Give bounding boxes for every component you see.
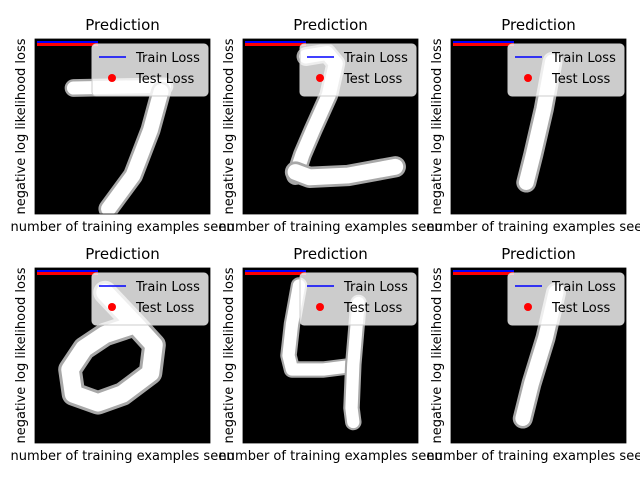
test-loss-trace [245,41,306,46]
legend: Train Loss Test Loss [299,272,417,326]
legend-label: Train Loss [551,51,616,66]
legend-dot-icon [524,303,532,311]
test-loss-trace [245,270,306,275]
subplot-3: Train Loss Test Loss Prediction negative lo… [427,16,640,235]
digit-stroke [345,296,365,429]
digit-strokes [280,277,367,431]
y-axis-label: negative log likelihood loss [14,38,29,214]
y-axis-label: negative log likelihood loss [14,267,29,443]
legend-dot-icon [316,74,324,82]
digit-strokes [58,280,166,415]
test-loss-trace [453,270,514,275]
x-axis-label: number of training examples seen [219,449,443,464]
axes-frame [242,267,419,444]
subplot-1: Train Loss Test Loss Prediction negative lo… [11,16,235,235]
y-axis-label: negative log likelihood loss [222,38,237,214]
legend-label: Test Loss [343,72,402,87]
legend: Train Loss Test Loss [507,272,625,326]
legend-label: Test Loss [135,301,194,316]
y-axis-label: negative log likelihood loss [430,38,445,214]
legend-label: Test Loss [343,301,402,316]
digit-stroke [61,283,163,412]
axes-frame [34,267,211,444]
legend-label: Train Loss [135,51,200,66]
y-axis-label: negative log likelihood loss [222,267,237,443]
x-axis-label: number of training examples seen [427,449,640,464]
legend-dot-icon [316,303,324,311]
legend: Train Loss Test Loss [91,43,209,97]
legend-label: Test Loss [551,72,610,87]
legend: Train Loss Test Loss [91,272,209,326]
subplot-title: Prediction [85,16,160,34]
legend-label: Test Loss [551,301,610,316]
legend-dot-icon [108,303,116,311]
x-axis-label: number of training examples seen [11,220,235,235]
test-loss-trace [37,270,98,275]
legend-label: Train Loss [551,280,616,295]
subplot-4: Train Loss Test Loss Prediction negative lo… [11,245,235,464]
legend-dot-icon [108,74,116,82]
subplot-title: Prediction [293,245,368,263]
legend: Train Loss Test Loss [299,43,417,97]
test-loss-trace [37,41,98,46]
x-axis-label: number of training examples seen [427,220,640,235]
legend: Train Loss Test Loss [507,43,625,97]
y-axis-label: negative log likelihood loss [430,267,445,443]
legend-label: Train Loss [343,51,408,66]
legend-label: Train Loss [135,280,200,295]
legend-label: Test Loss [135,72,194,87]
axes-frame [34,38,211,215]
subplot-5: Train Loss Test Loss Prediction negative lo… [219,245,443,464]
subplot-title: Prediction [501,16,576,34]
legend-dot-icon [524,74,532,82]
subplot-title: Prediction [293,16,368,34]
legend-label: Train Loss [343,280,408,295]
subplot-2: Train Loss Test Loss Prediction negative lo… [219,16,443,235]
digit-stroke [287,158,404,186]
subplot-title: Prediction [501,245,576,263]
axes-frame [450,267,627,444]
axes-frame [450,38,627,215]
test-loss-trace [453,41,514,46]
digit-stroke [282,279,358,376]
axes-frame [242,38,419,215]
subplot-6: Train Loss Test Loss Prediction negative lo… [427,245,640,464]
x-axis-label: number of training examples seen [11,449,235,464]
subplot-title: Prediction [85,245,160,263]
x-axis-label: number of training examples seen [219,220,443,235]
digit-stroke [101,84,169,214]
